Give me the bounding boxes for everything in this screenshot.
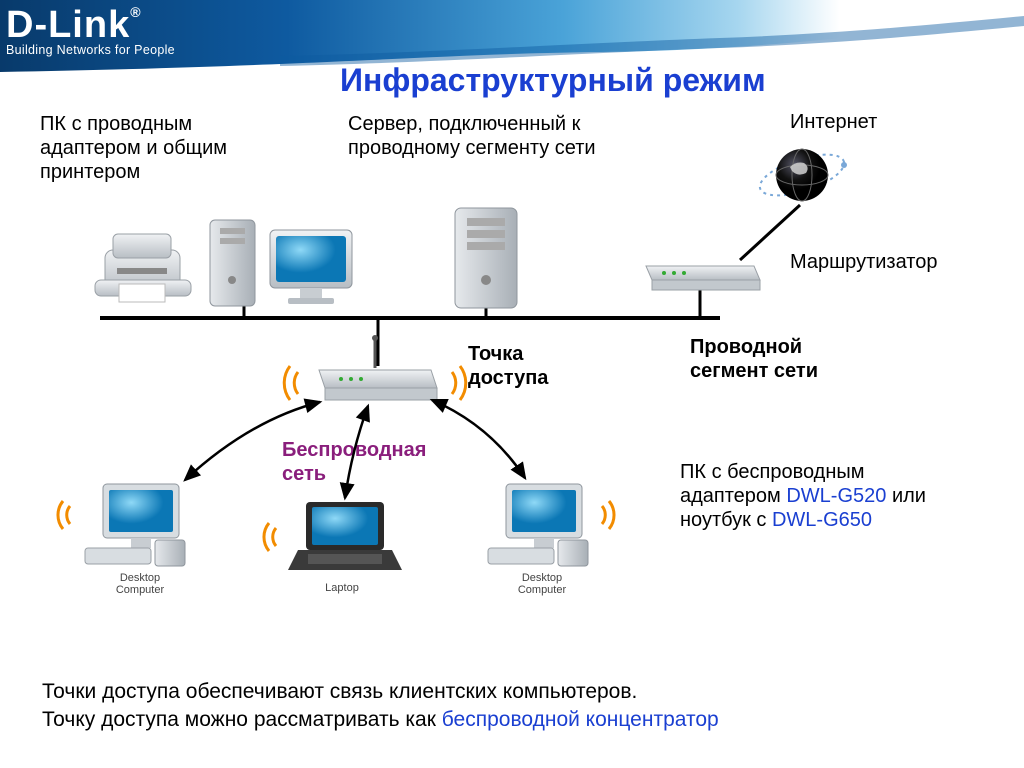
link-ap-laptop xyxy=(345,406,368,498)
desktop-left-icon xyxy=(85,484,185,566)
brand-tagline: Building Networks for People xyxy=(6,43,175,57)
laptop-icon xyxy=(288,502,402,570)
server-icon xyxy=(455,208,517,308)
network-diagram: ПК с проводнымадаптером и общимпринтером… xyxy=(0,110,1024,670)
brand-logo: D-Link® Building Networks for People xyxy=(6,4,175,57)
wifi-arcs-laptop xyxy=(264,523,276,551)
printer-icon xyxy=(95,234,191,302)
wifi-arcs-right xyxy=(602,501,614,529)
diagram-svg xyxy=(0,110,1024,670)
link-ap-pc-left xyxy=(185,402,320,480)
router-icon xyxy=(646,266,760,290)
footer-text: Точки доступа обеспечивают связь клиентс… xyxy=(42,678,719,735)
internet-globe-icon xyxy=(755,146,849,204)
brand-name: D-Link xyxy=(6,4,130,46)
tower-pc-icon xyxy=(210,220,255,306)
page-title: Инфраструктурный режим xyxy=(340,62,766,99)
monitor-icon xyxy=(270,230,352,304)
desktop-right-icon xyxy=(488,484,588,566)
link-ap-pc-right xyxy=(432,400,525,478)
brand-reg: ® xyxy=(130,4,141,20)
wifi-arcs-left xyxy=(58,501,70,529)
